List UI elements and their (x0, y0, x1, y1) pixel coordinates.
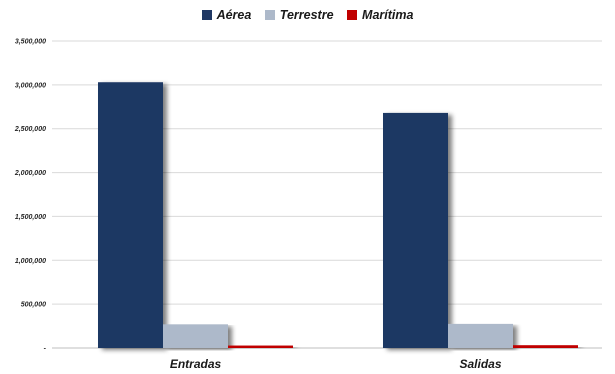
y-tick-label: 1,500,000 (15, 214, 46, 221)
legend-item-maritima: Marítima (347, 8, 413, 22)
legend-item-terrestre: Terrestre (264, 8, 334, 22)
bar-maritima-salidas (513, 345, 578, 348)
legend-item-aerea: Aérea (201, 8, 252, 22)
y-tick-label: 1,000,000 (15, 258, 46, 265)
y-tick-label: - (44, 346, 47, 353)
y-tick-label: 500,000 (21, 302, 46, 309)
y-tick-label: 3,500,000 (15, 39, 46, 46)
bar-aerea-entradas (98, 82, 163, 349)
bar-maritima-entradas (228, 345, 293, 348)
legend-label-maritima: Marítima (362, 8, 414, 22)
bars (98, 82, 578, 349)
legend-label-terrestre: Terrestre (279, 8, 334, 22)
bar-terrestre-salidas (448, 323, 513, 348)
legend-swatch-maritima (347, 10, 358, 20)
legend-swatch-terrestre (264, 10, 275, 20)
legend-swatch-aerea (201, 10, 212, 20)
y-tick-label: 2,000,000 (14, 170, 46, 177)
y-tick-label: 2,500,000 (14, 126, 46, 133)
x-tick-label-entradas: Entradas (170, 357, 222, 371)
y-axis-ticks: - 500,000 1,000,000 1,500,000 2,000,000 2,500… (14, 39, 47, 353)
x-axis-ticks: Entradas Salidas (170, 357, 502, 371)
chart-legend: Aérea Terrestre Marítima (0, 8, 615, 22)
legend-label-aerea: Aérea (216, 8, 252, 22)
bar-terrestre-entradas (163, 324, 228, 348)
x-tick-label-salidas: Salidas (459, 357, 501, 371)
bar-aerea-salidas (383, 112, 448, 348)
y-tick-label: 3,000,000 (15, 82, 46, 89)
